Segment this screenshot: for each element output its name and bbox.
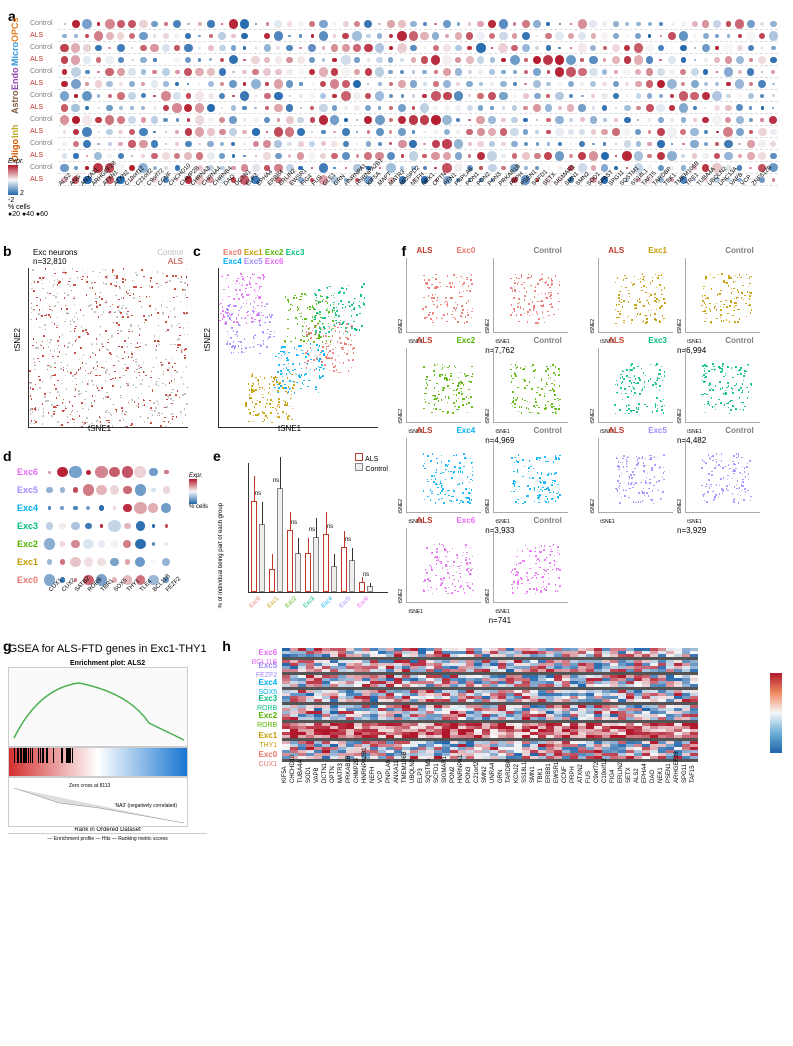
gsea-hits — [8, 747, 188, 777]
panel-d-dotplot: d Exc6Exc5Exc4Exc3Exc2Exc1Exc0 CUX1CUX2S… — [8, 453, 178, 603]
cell-type-label: Astro — [10, 94, 20, 114]
panel-d-label: d — [3, 448, 12, 464]
panel-b-tsne: b Exc neurons n=32,810 Control ALS tSNE1… — [8, 248, 188, 428]
cell-type-label: Endo — [10, 70, 20, 90]
cell-type-label: OPCs — [10, 22, 20, 42]
cell-type-label: Inh — [10, 118, 20, 138]
panel-e-barchart: e ALS Control % of individual being part… — [218, 453, 398, 623]
panel-c-label: c — [193, 243, 201, 259]
panel-h-heatmap: h Exc6BCL11BExc5FEZF2Exc4SOX5Exc3RORBExc… — [227, 643, 785, 863]
gsea-ranking: Zero cross at 8113 'NA3' (negatively cor… — [8, 777, 188, 827]
panel-a-legend: Expr. 2-2 % cells ●20 ●40 ●60 — [8, 158, 48, 218]
panel-a-dotplot: a OPCsControlALSMicroControlALSEndoContr… — [8, 8, 785, 238]
cell-type-label: Micro — [10, 46, 20, 66]
panel-f-tsne-grid: f ALSExc0tSNE1tSNE2ControltSNE1tSNE2n=7,… — [406, 248, 785, 633]
panel-c-tsne: c Exc0 Exc1 Exc2 Exc3 Exc4 Exc5 Exc6 tSN… — [198, 248, 378, 428]
panel-e-label: e — [213, 448, 221, 464]
panel-b-title: Exc neurons — [33, 248, 77, 257]
gsea-enrichment-plot — [8, 667, 188, 747]
panel-f-label: f — [401, 243, 406, 259]
heatmap-colorbar: 2 0 -2 — [770, 673, 785, 753]
panel-g-label: g — [3, 638, 12, 654]
panel-b-label: b — [3, 243, 12, 259]
panel-g-gsea: g GSEA for ALS-FTD genes in Exc1-THY1 En… — [8, 643, 207, 853]
gsea-title: GSEA for ALS-FTD genes in Exc1-THY1 — [8, 643, 207, 655]
panel-b-n: n=32,810 — [33, 257, 67, 266]
